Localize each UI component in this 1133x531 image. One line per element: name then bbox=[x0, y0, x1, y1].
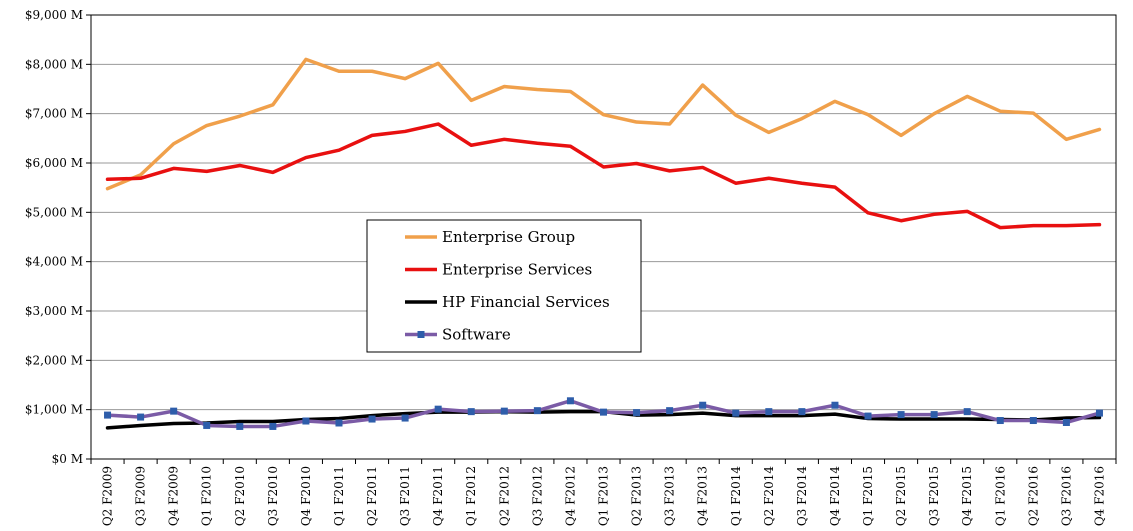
x-tick-label: Q2 F2012 bbox=[497, 466, 511, 526]
data-point bbox=[930, 411, 938, 419]
y-tick-label: $1,000 M bbox=[25, 403, 83, 417]
x-tick-label: Q3 F2011 bbox=[398, 466, 412, 526]
legend-item: Software bbox=[405, 326, 511, 344]
x-tick-label: Q3 F2016 bbox=[1059, 466, 1073, 526]
y-axis-ticks: $0 M $1,000 M $2,000 M $3,000 M $4,000 M $5,0… bbox=[25, 8, 91, 466]
x-tick-label: Q4 F2013 bbox=[696, 466, 710, 526]
legend-label: Enterprise Group bbox=[442, 228, 575, 246]
data-point bbox=[864, 412, 872, 420]
x-tick-label: Q1 F2010 bbox=[200, 466, 214, 526]
x-tick-label: Q2 F2013 bbox=[630, 466, 644, 526]
data-point bbox=[566, 397, 574, 405]
x-tick-label: Q3 F2010 bbox=[266, 466, 280, 526]
x-tick-label: Q2 F2015 bbox=[894, 466, 908, 526]
data-point bbox=[434, 405, 442, 413]
data-point bbox=[732, 409, 740, 417]
data-point bbox=[467, 408, 475, 416]
y-tick-label: $5,000 M bbox=[25, 205, 83, 219]
data-point bbox=[500, 407, 508, 415]
series-software bbox=[104, 397, 1103, 430]
x-tick-label: Q2 F2016 bbox=[1026, 466, 1040, 526]
data-point bbox=[269, 422, 277, 430]
y-tick-label: $3,000 M bbox=[25, 304, 83, 318]
data-point bbox=[600, 408, 607, 416]
series-line bbox=[105, 57, 1102, 191]
data-point bbox=[401, 414, 409, 422]
data-point bbox=[798, 408, 806, 416]
data-point bbox=[666, 407, 674, 415]
data-point bbox=[368, 415, 376, 423]
y-tick-label: $7,000 M bbox=[25, 107, 83, 121]
series-enterprise-services bbox=[105, 122, 1102, 230]
x-tick-label: Q2 F2010 bbox=[233, 466, 247, 526]
legend-label: Software bbox=[442, 326, 511, 344]
data-point bbox=[765, 408, 773, 416]
data-point bbox=[236, 422, 244, 430]
x-tick-label: Q2 F2014 bbox=[762, 466, 776, 527]
data-point bbox=[1029, 417, 1037, 425]
x-tick-label: Q3 F2015 bbox=[927, 466, 941, 526]
data-point bbox=[1062, 418, 1070, 426]
legend-item: Enterprise Group bbox=[405, 228, 575, 246]
x-tick-label: Q4 F2015 bbox=[960, 466, 974, 526]
data-point bbox=[533, 407, 541, 415]
legend: Enterprise Group Enterprise Services HP Fi… bbox=[366, 219, 642, 353]
y-tick-label: $4,000 M bbox=[25, 255, 83, 269]
x-tick-label: Q3 F2009 bbox=[134, 466, 148, 526]
x-tick-label: Q1 F2011 bbox=[332, 466, 346, 526]
plot-area-frame bbox=[90, 14, 1117, 460]
legend-item: Enterprise Services bbox=[405, 261, 592, 279]
legend-label: Enterprise Services bbox=[442, 261, 592, 279]
data-point bbox=[104, 411, 112, 419]
x-tick-label: Q1 F2014 bbox=[729, 466, 743, 527]
data-point bbox=[831, 401, 839, 409]
series-enterprise-group bbox=[105, 57, 1102, 191]
data-point bbox=[897, 411, 905, 419]
x-tick-label: Q4 F2014 bbox=[828, 466, 842, 527]
y-tick-label: $9,000 M bbox=[25, 8, 83, 22]
x-tick-label: Q1 F2013 bbox=[597, 466, 611, 526]
x-tick-label: Q3 F2014 bbox=[795, 466, 809, 527]
x-tick-label: Q1 F2012 bbox=[464, 466, 478, 526]
data-point bbox=[963, 408, 971, 416]
y-tick-label: $0 M bbox=[52, 452, 83, 466]
legend-box bbox=[366, 219, 642, 353]
x-tick-label: Q3 F2013 bbox=[663, 466, 677, 526]
x-tick-label: Q2 F2011 bbox=[365, 466, 379, 526]
legend-marker bbox=[417, 331, 425, 338]
y-tick-label: $2,000 M bbox=[25, 353, 83, 367]
x-tick-label: Q1 F2016 bbox=[993, 466, 1007, 526]
x-tick-label: Q2 F2009 bbox=[101, 466, 115, 526]
y-tick-label: $6,000 M bbox=[25, 156, 83, 170]
x-tick-label: Q3 F2012 bbox=[530, 466, 544, 526]
legend-label: HP Financial Services bbox=[442, 293, 610, 311]
series-lines bbox=[104, 57, 1103, 430]
x-tick-label: Q4 F2009 bbox=[167, 466, 181, 526]
legend-item: HP Financial Services bbox=[405, 293, 610, 311]
y-tick-label: $8,000 M bbox=[25, 57, 83, 71]
data-point bbox=[335, 419, 343, 427]
data-point bbox=[137, 413, 145, 421]
data-point bbox=[996, 417, 1004, 425]
x-tick-label: Q4 F2010 bbox=[299, 466, 313, 526]
data-point bbox=[170, 407, 178, 415]
data-point bbox=[699, 401, 707, 409]
x-tick-label: Q1 F2015 bbox=[861, 466, 875, 526]
data-point bbox=[633, 409, 641, 417]
x-tick-label: Q4 F2011 bbox=[431, 466, 445, 526]
series-line bbox=[105, 122, 1102, 230]
x-tick-label: Q4 F2012 bbox=[563, 466, 577, 526]
x-tick-label: Q4 F2016 bbox=[1092, 466, 1106, 526]
x-axis-ticks: Q2 F2009 Q3 F2009 Q4 F2009 Q1 F2010 Q2 F2010… bbox=[90, 459, 1117, 527]
data-point bbox=[302, 417, 310, 425]
data-point bbox=[203, 421, 211, 429]
data-point bbox=[1095, 409, 1103, 417]
